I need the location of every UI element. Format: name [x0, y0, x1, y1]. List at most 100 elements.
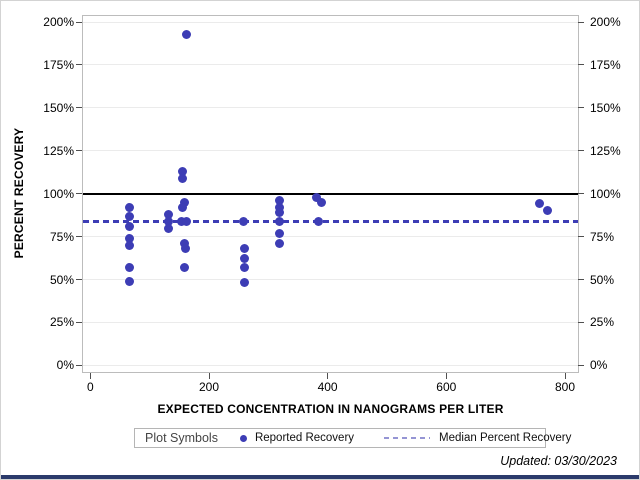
- y-tick-label-left: 25%: [49, 315, 74, 330]
- data-point: [179, 263, 189, 272]
- y-axis-tick-left: [76, 236, 82, 238]
- data-point: [163, 216, 173, 226]
- data-point: [125, 276, 134, 286]
- y-axis-tick-right: [578, 279, 584, 280]
- x-axis-tick: [327, 373, 329, 379]
- legend-entry-label: Reported Recovery: [254, 432, 355, 444]
- y-tick-label-right: 75%: [590, 229, 615, 244]
- y-axis-tick-right: [578, 64, 584, 66]
- gridline: [83, 150, 578, 152]
- y-tick-label-left: 125%: [43, 143, 74, 158]
- y-axis-tick-left: [76, 321, 82, 323]
- y-tick-label-right: 150%: [590, 100, 621, 115]
- y-tick-label-left: 50%: [49, 272, 74, 287]
- x-tick-label: 200: [198, 380, 220, 394]
- y-axis-tick-left: [76, 150, 82, 152]
- y-axis-tick-left: [76, 364, 82, 366]
- x-axis-tick: [208, 373, 210, 379]
- x-axis-tick: [89, 373, 91, 379]
- y-tick-label-right: 175%: [590, 57, 621, 72]
- y-tick-label-right: 100%: [590, 186, 621, 201]
- data-point: [178, 202, 188, 212]
- y-axis-tick-right: [578, 364, 584, 366]
- y-axis-tick-left: [76, 107, 82, 109]
- data-point: [125, 240, 134, 250]
- data-point: [125, 202, 134, 212]
- data-point: [179, 238, 189, 248]
- dashed-line-icon: [384, 437, 431, 439]
- legend: Plot Symbols Reported Recovery Median Pe…: [134, 428, 571, 448]
- y-tick-label-right: 125%: [590, 143, 621, 158]
- scatter-marker-icon: [239, 434, 247, 442]
- y-axis-tick-right: [578, 193, 584, 195]
- data-point: [239, 263, 249, 272]
- data-point: [311, 192, 321, 202]
- gridline: [83, 321, 578, 323]
- data-point: [125, 233, 134, 243]
- data-point: [543, 206, 553, 216]
- legend-entry-reported-recovery: Reported Recovery: [239, 432, 355, 444]
- legend-title: Plot Symbols: [145, 431, 218, 445]
- data-point: [163, 209, 173, 219]
- gridline: [83, 364, 578, 366]
- data-point: [163, 223, 173, 233]
- y-axis-tick-right: [578, 21, 584, 23]
- y-tick-label-left: 150%: [43, 100, 74, 115]
- gridline: [83, 21, 578, 23]
- data-point: [274, 196, 284, 205]
- y-axis-tick-right: [578, 236, 584, 238]
- y-tick-label-right: 25%: [590, 315, 615, 330]
- y-axis-tick-left: [76, 279, 82, 280]
- y-axis-tick-right: [578, 150, 584, 152]
- data-point: [125, 263, 134, 272]
- x-tick-label: 400: [317, 380, 338, 394]
- data-point: [181, 29, 191, 39]
- data-point: [317, 197, 327, 207]
- data-point: [181, 244, 191, 254]
- data-point: [274, 228, 284, 238]
- y-tick-label-right: 200%: [590, 15, 621, 29]
- data-point: [178, 166, 188, 176]
- y-tick-label-right: 50%: [590, 272, 615, 287]
- data-point: [177, 216, 187, 226]
- bottom-edge-bar: [1, 475, 639, 479]
- data-point: [240, 278, 250, 288]
- data-point: [275, 208, 285, 217]
- data-point: [274, 216, 284, 226]
- gridline: [83, 279, 578, 280]
- data-point: [314, 216, 324, 226]
- x-axis-tick: [445, 373, 447, 379]
- data-point: [274, 202, 284, 212]
- gridline: [83, 64, 578, 66]
- gridline: [83, 236, 578, 238]
- y-axis-tick-right: [578, 321, 584, 323]
- legend-entry-median: Median Percent Recovery: [368, 432, 571, 444]
- y-axis-tick-left: [76, 64, 82, 66]
- x-tick-label: 600: [436, 380, 457, 394]
- legend-entry-label: Median Percent Recovery: [439, 432, 572, 444]
- data-point: [181, 216, 191, 226]
- median-recovery-line: [83, 219, 578, 223]
- y-tick-label-left: 175%: [43, 57, 74, 72]
- data-point: [239, 244, 249, 254]
- y-axis-title: PERCENT RECOVERY: [12, 127, 26, 259]
- data-point: [178, 173, 188, 183]
- data-point: [274, 238, 284, 248]
- y-tick-label-left: 100%: [43, 186, 74, 201]
- data-point: [125, 211, 134, 221]
- x-tick-label: 0: [86, 380, 94, 394]
- y-tick-label-left: 0%: [56, 358, 74, 373]
- reference-line-100pct: [83, 192, 578, 195]
- data-point: [179, 197, 189, 207]
- y-tick-label-right: 0%: [590, 358, 608, 373]
- gridline: [83, 107, 578, 109]
- x-axis-title: EXPECTED CONCENTRATION IN NANOGRAMS PER …: [157, 402, 504, 416]
- data-point: [238, 216, 248, 226]
- data-point: [240, 254, 250, 264]
- data-point: [535, 199, 544, 209]
- y-tick-label-left: 200%: [43, 15, 74, 29]
- y-axis-tick-left: [76, 193, 82, 195]
- data-point: [125, 221, 134, 231]
- x-axis-tick: [564, 373, 566, 379]
